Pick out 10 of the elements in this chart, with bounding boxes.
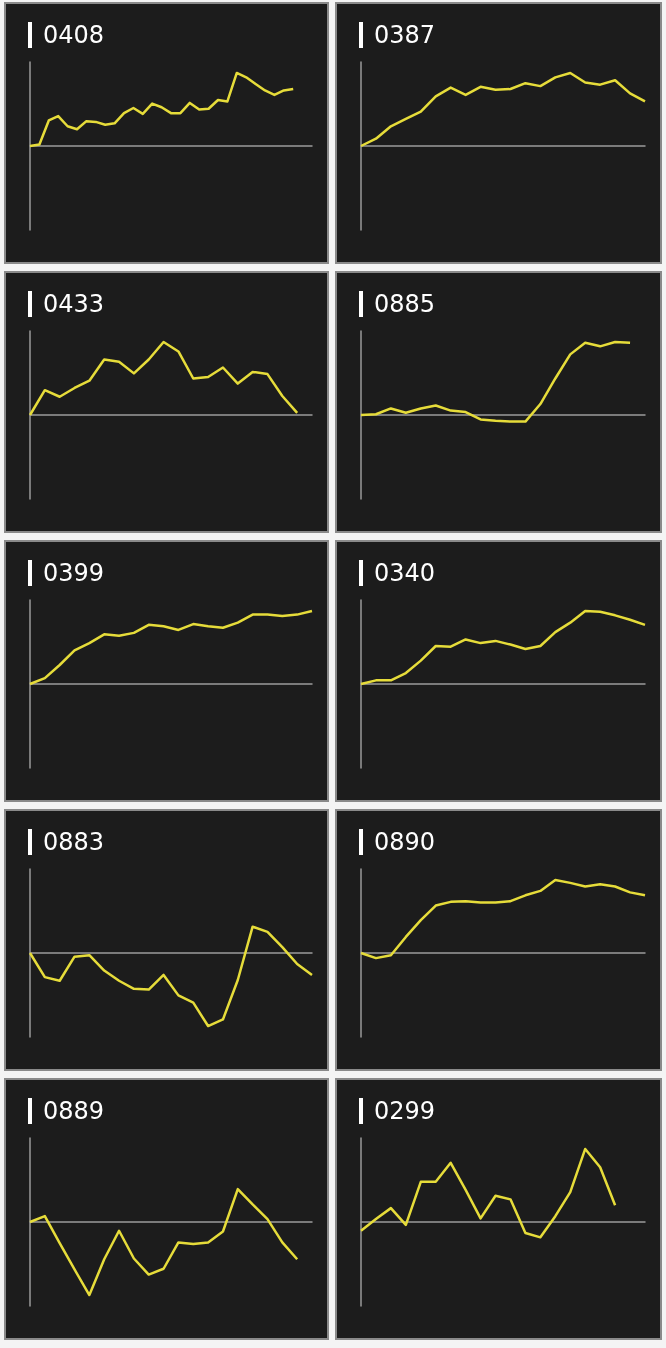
- chart-title: 0889: [43, 1097, 105, 1125]
- chart-title: 0340: [374, 559, 436, 587]
- chart-title: 0885: [374, 290, 436, 318]
- chart-title: 0433: [43, 290, 105, 318]
- chart-title: 0399: [43, 559, 105, 587]
- chart-title: 0387: [374, 21, 436, 49]
- chart-title: 0299: [374, 1097, 436, 1125]
- chart-title: 0408: [43, 21, 105, 49]
- chart-title: 0890: [374, 828, 436, 856]
- chart-title: 0883: [43, 828, 105, 856]
